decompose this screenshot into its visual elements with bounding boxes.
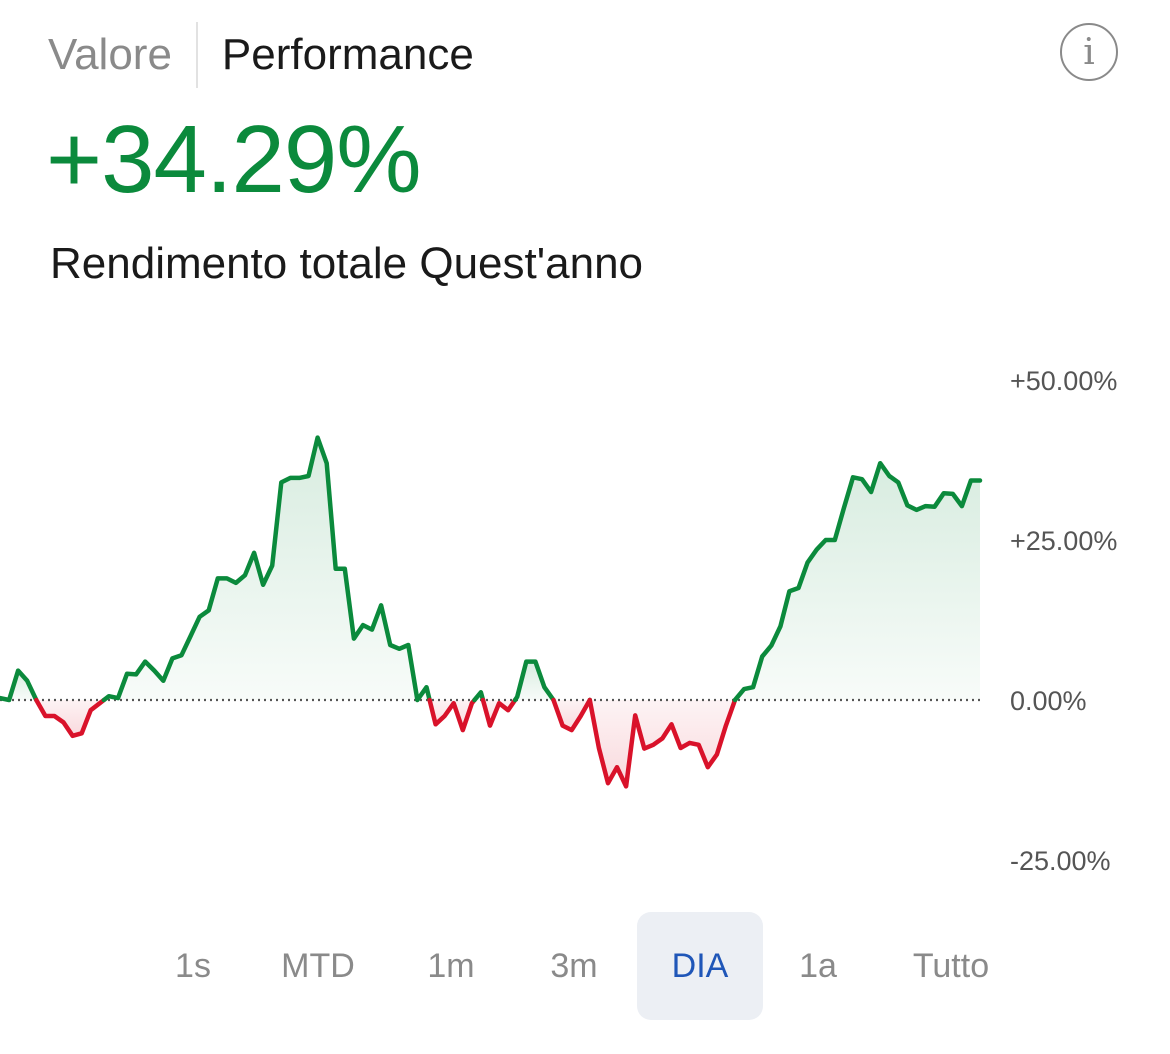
period-tutto-button[interactable]: Tutto (912, 946, 990, 985)
total-return-label: Rendimento totale Quest'anno (50, 239, 644, 288)
y-tick-label: +25.00% (1010, 526, 1117, 556)
series-line-negative (480, 697, 518, 728)
series-line-positive (472, 690, 486, 703)
series-line-positive (732, 460, 983, 703)
tab-divider (195, 22, 198, 88)
positive-area-fill (0, 670, 37, 700)
period-1a-button[interactable]: 1a (799, 946, 837, 985)
total-return-value: +34.29% (46, 106, 422, 213)
negative-area-fill (589, 700, 735, 787)
performance-chart: +50.00% +25.00% 0.00% -25.00% (0, 366, 1117, 876)
y-tick-label: 0.00% (1010, 686, 1087, 716)
series-line-negative (551, 697, 593, 733)
period-1m-button[interactable]: 1m (427, 946, 475, 985)
y-tick-label: +50.00% (1010, 366, 1117, 396)
positive-area-fill (103, 437, 430, 700)
series-line-negative (427, 697, 477, 733)
tab-performance[interactable]: Performance (221, 30, 474, 79)
view-tabs: Valore Performance (48, 22, 474, 88)
period-dia-button[interactable]: DIA (637, 912, 763, 1020)
negative-area-fill (36, 700, 104, 736)
info-icon[interactable]: i (1060, 23, 1118, 81)
series-line-positive (101, 435, 432, 703)
series-line-positive (0, 668, 39, 703)
series-line-positive (512, 659, 556, 703)
series-line-negative (34, 697, 107, 739)
period-1s-button[interactable]: 1s (175, 946, 211, 985)
period-3m-button[interactable]: 3m (550, 946, 598, 985)
tab-valore[interactable]: Valore (48, 30, 172, 79)
period-mtd-button[interactable]: MTD (281, 946, 355, 985)
positive-area-fill (735, 463, 980, 700)
period-selector: 1s MTD 1m 3m DIA 1a Tutto (0, 912, 1170, 1020)
y-tick-label: -25.00% (1010, 846, 1111, 876)
series-line-negative (587, 697, 738, 789)
